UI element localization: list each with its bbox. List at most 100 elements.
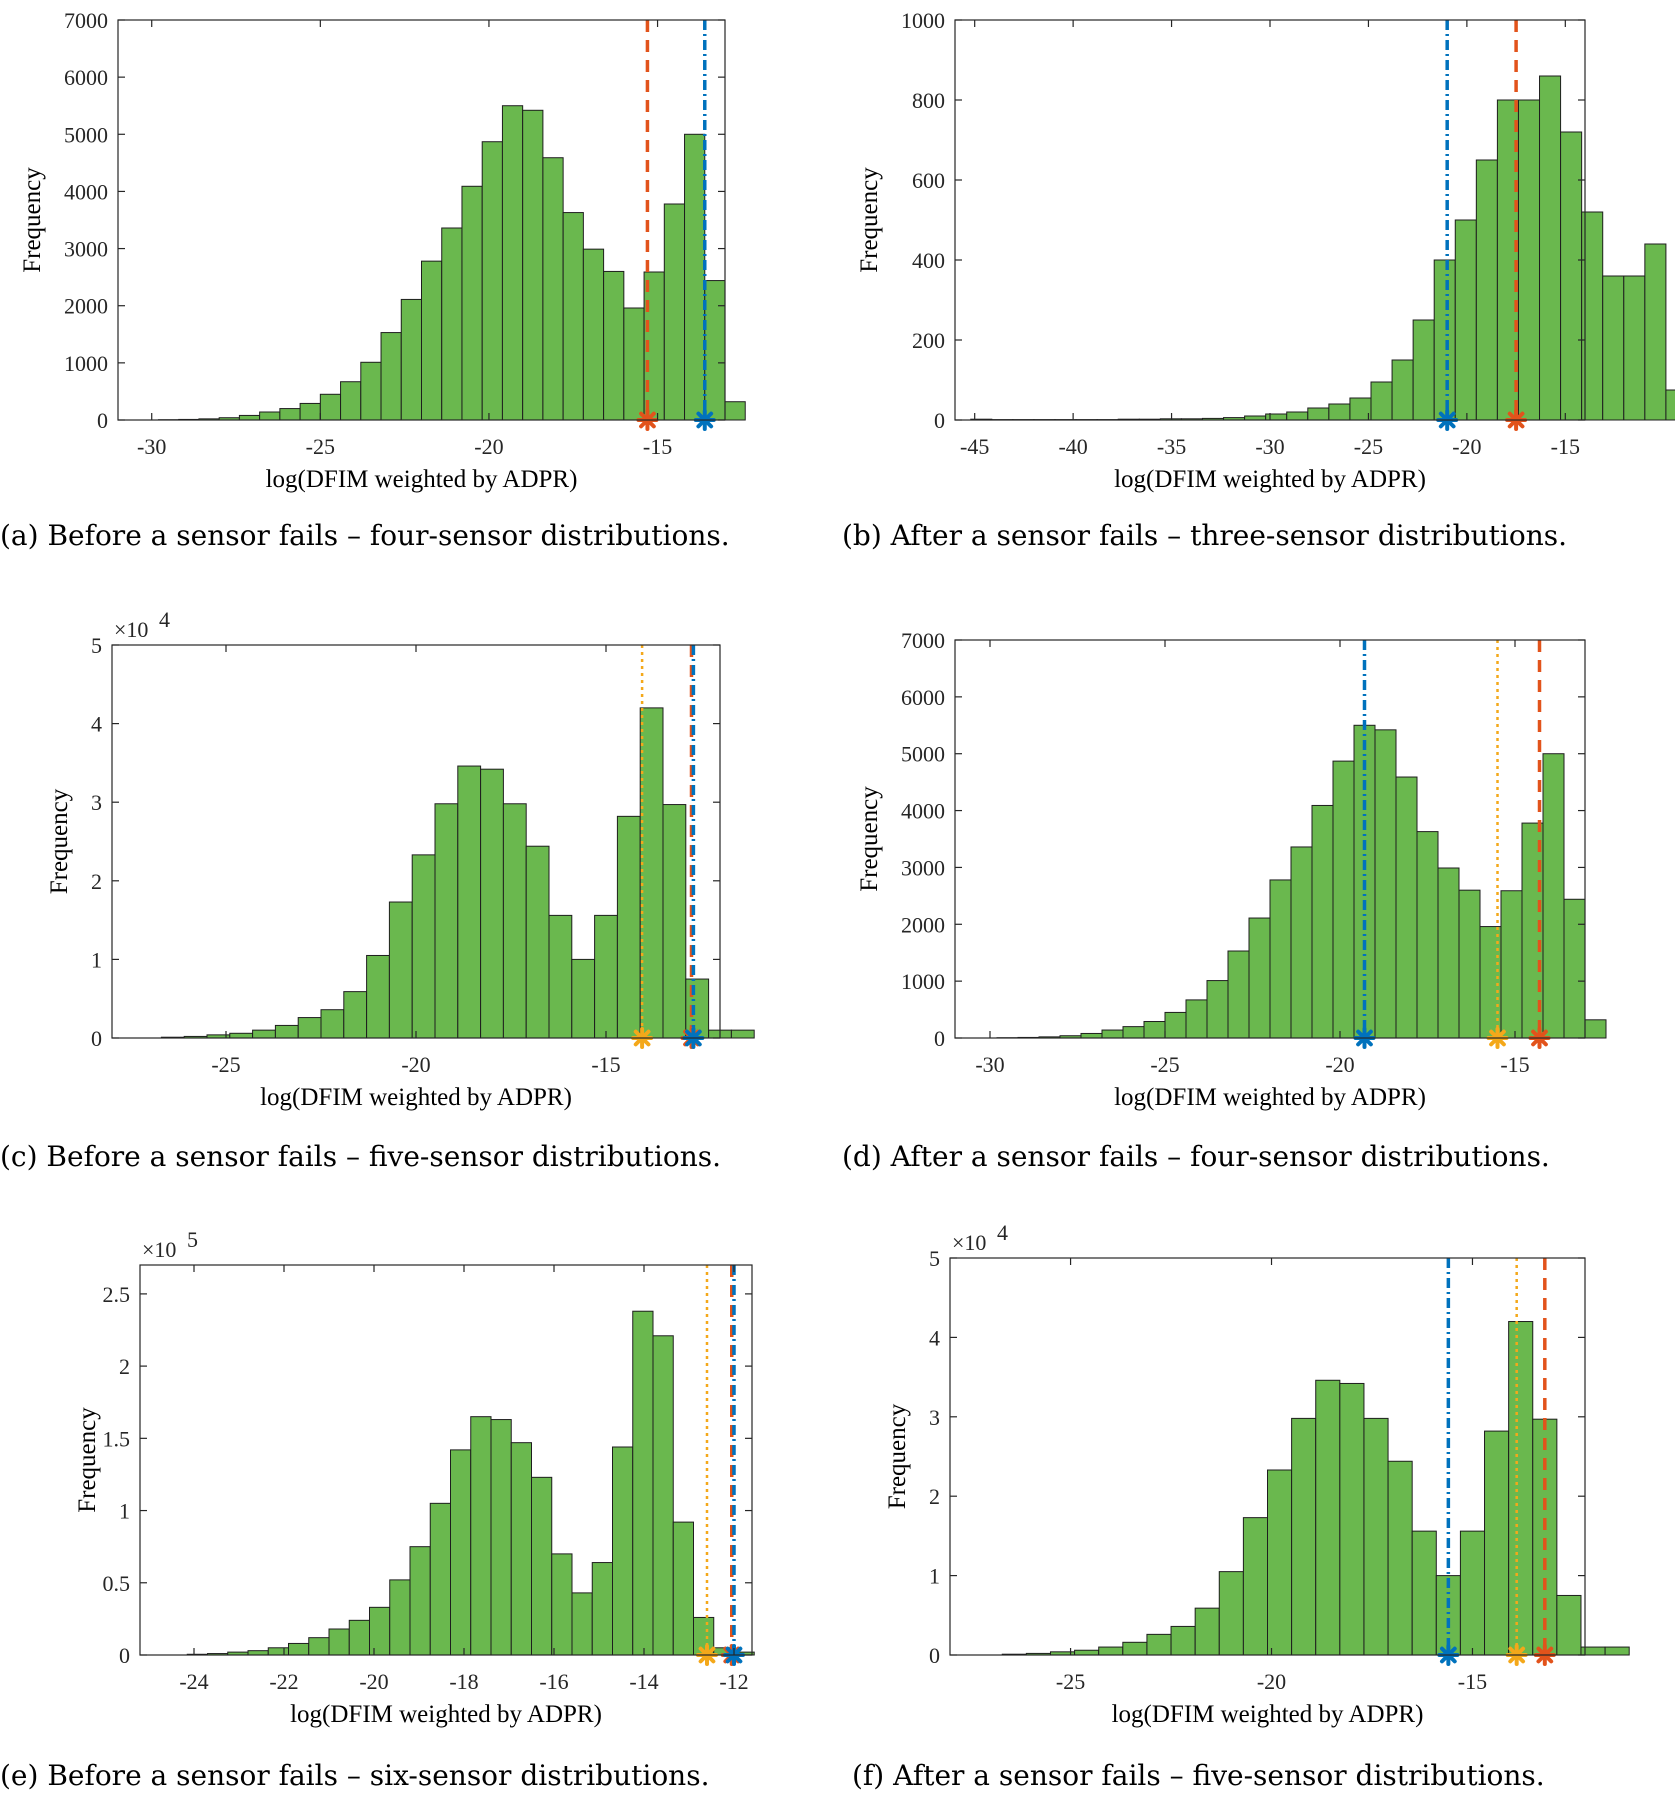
histogram-bar [1665,389,1675,421]
x-tick-label: -22 [269,1669,298,1694]
histogram-bar [343,991,368,1039]
y-axis-label: Frequency [856,786,883,892]
histogram-bar [501,105,524,421]
histogram-bar [1484,1430,1510,1656]
histogram-bar [591,1562,613,1656]
x-axis-label: log(DFIM weighted by ADPR) [260,1084,572,1111]
y-tick-label: 1 [119,1499,130,1524]
y-multiplier: ×10 [114,617,148,642]
histogram-bar [1458,889,1481,1039]
histogram-bar [1185,999,1208,1039]
histogram-bar [510,1442,532,1656]
histogram-bar [551,1553,573,1656]
y-axis-label: Frequency [884,1403,911,1509]
x-tick-label: -20 [474,434,503,459]
x-axis-label: log(DFIM weighted by ADPR) [1112,1701,1424,1728]
x-tick-label: -14 [629,1669,658,1694]
y-tick-label: 200 [912,328,945,353]
histogram-bar [652,1335,674,1656]
chart-c: -25 -20 -15 0 1 2 3 4 5 ×10 4 log(DFIM weighted by … [0,607,755,1173]
histogram-bar [724,401,746,421]
histogram-bar [1411,1530,1437,1656]
histogram-bar [1584,1019,1607,1039]
y-tick-label: 800 [912,88,945,113]
x-tick-label: -20 [1257,1669,1286,1694]
y-tick-label: 2 [91,869,102,894]
histogram-bar [1227,950,1250,1039]
y-axis-label: Frequency [74,1407,101,1513]
y-tick-label: 5000 [901,742,945,767]
x-tick-label: -15 [1551,434,1580,459]
x-tick-label: -15 [1500,1052,1529,1077]
histogram-bar [1098,1646,1124,1656]
y-tick-label: 5 [929,1246,940,1271]
histogram-bar [1391,359,1414,421]
axes-box [949,1257,1586,1656]
histogram-bar [1101,1029,1124,1039]
histogram-bar [238,414,261,421]
x-tick-label: -15 [643,434,672,459]
histogram-bar [1542,753,1565,1039]
y-tick-label: 2.5 [103,1282,131,1307]
histogram-bar [1437,867,1460,1039]
histogram-bar [616,815,641,1039]
y-tick-label: 1000 [64,351,108,376]
y-tick-label: 5 [91,633,102,658]
y-tick-label: 4 [91,712,102,737]
y-tick-label: 0 [119,1643,130,1668]
histogram-bar [562,212,584,421]
histogram-bar [1206,980,1229,1039]
histogram-bar [259,411,281,421]
histogram-bar [1475,159,1498,421]
x-axis-label: log(DFIM weighted by ADPR) [1114,1084,1426,1111]
x-tick-label: -15 [591,1052,620,1077]
histogram-bar [1370,381,1393,421]
histogram-bar [704,280,726,421]
y-tick-label: 3000 [901,855,945,880]
histogram-bar [1269,879,1292,1039]
axes-box [954,639,1586,1039]
y-tick-label: 2000 [901,912,945,937]
histogram-bar [366,954,390,1039]
histogram-bar [1395,776,1418,1039]
histogram-bar [525,845,550,1039]
histogram-bar [411,854,436,1039]
histogram-bar [571,1592,593,1656]
histogram-bar [450,1449,472,1656]
histogram-bar [360,361,382,421]
histogram-bar [1500,890,1523,1039]
histogram-bar [1416,831,1439,1039]
histogram-bar [1374,729,1397,1039]
x-tick-label: -25 [211,1052,240,1077]
histogram-bar [274,1024,299,1039]
histogram-bar [1146,1633,1172,1656]
x-tick-label: -20 [1325,1052,1354,1077]
x-axis-label: log(DFIM weighted by ADPR) [290,1701,602,1728]
histogram-bar [1143,1021,1166,1039]
y-tick-label: 3 [91,790,102,815]
histogram-bar [429,1502,451,1656]
histogram-bar [1074,1649,1100,1656]
histogram-bar [1218,1571,1244,1656]
histogram-bar [612,1446,634,1656]
figure-caption: (d) After a sensor fails – four-sensor d… [842,1140,1550,1173]
y-tick-label: 0 [934,408,945,433]
histogram-bar [1349,397,1372,421]
bars [160,707,755,1039]
histogram-bar [229,1032,254,1039]
y-multiplier-exponent: 5 [187,1227,198,1252]
y-tick-label: 5000 [64,122,108,147]
histogram-bar [1412,319,1435,421]
histogram-bar [389,1579,411,1656]
axes-box [117,19,726,421]
y-tick-label: 3 [929,1405,940,1430]
x-tick-label: -16 [539,1669,568,1694]
y-tick-label: 7000 [64,8,108,33]
histogram-bar [571,958,596,1039]
histogram-bar [1433,259,1456,421]
histogram-bar [320,1009,345,1039]
y-tick-label: 1000 [901,8,945,33]
x-tick-label: -30 [1255,434,1284,459]
y-tick-label: 2000 [64,294,108,319]
